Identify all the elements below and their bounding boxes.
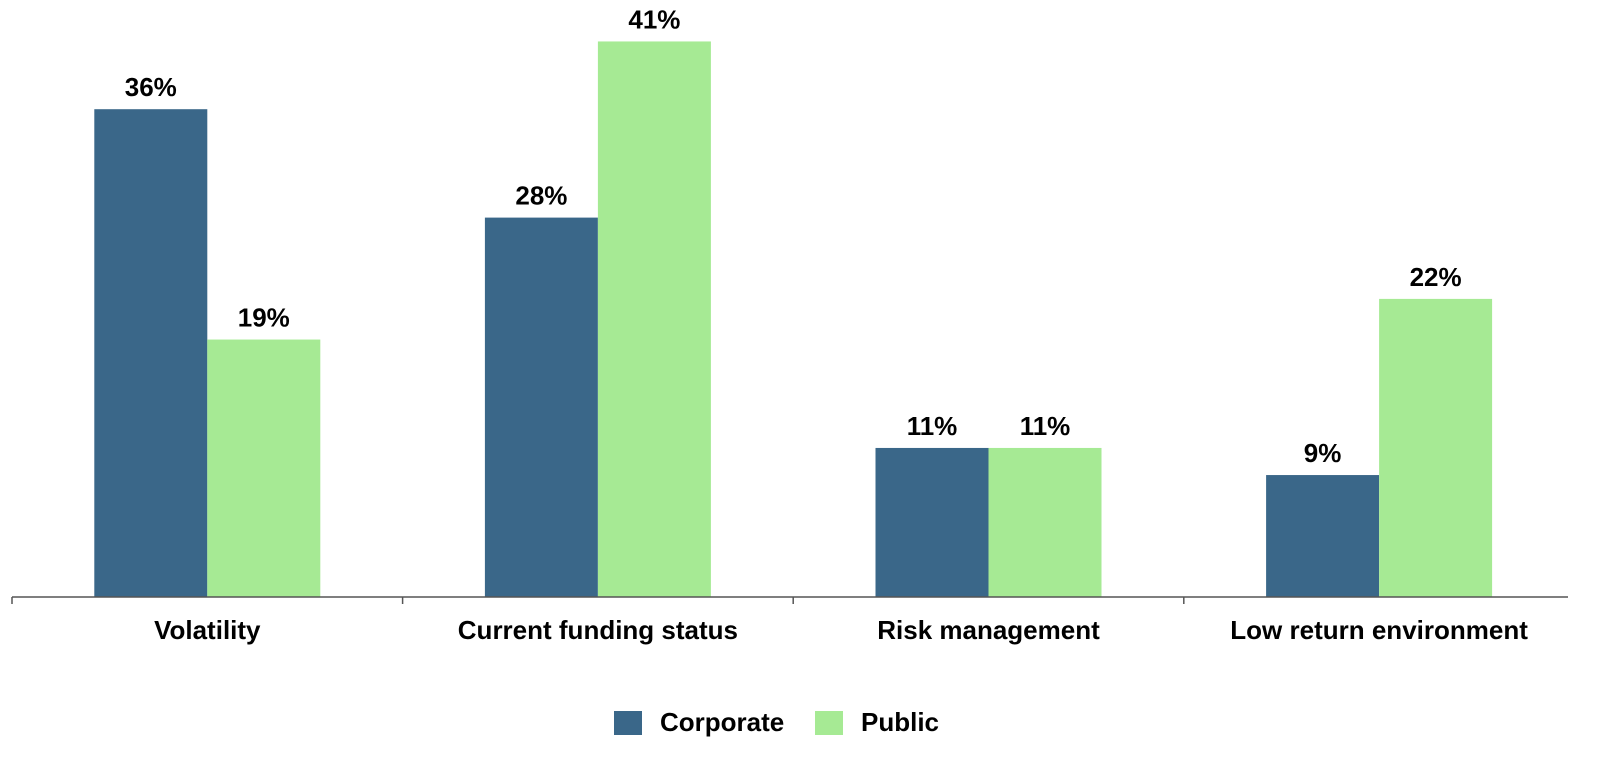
data-label: 11% — [907, 411, 958, 441]
data-label: 9% — [1304, 438, 1342, 468]
bar — [1266, 475, 1380, 597]
bar — [988, 447, 1102, 597]
legend-label: Public — [861, 707, 939, 737]
data-label: 28% — [515, 180, 567, 210]
data-label: 41% — [628, 4, 680, 34]
bar — [1379, 298, 1493, 597]
bar — [94, 109, 208, 597]
x-tick-label: Volatility — [154, 615, 261, 645]
legend-swatch — [815, 711, 843, 735]
data-label: 11% — [1020, 411, 1071, 441]
bar — [207, 339, 321, 597]
bar — [597, 41, 711, 597]
bar — [484, 217, 598, 597]
data-label: 22% — [1410, 262, 1462, 292]
bar — [875, 447, 989, 597]
x-tick-label: Low return environment — [1230, 615, 1528, 645]
legend-swatch — [614, 711, 642, 735]
legend-label: Corporate — [660, 707, 784, 737]
data-label: 19% — [238, 302, 290, 332]
x-tick-label: Current funding status — [458, 615, 738, 645]
data-label: 36% — [125, 72, 177, 102]
x-tick-label: Risk management — [877, 615, 1100, 645]
